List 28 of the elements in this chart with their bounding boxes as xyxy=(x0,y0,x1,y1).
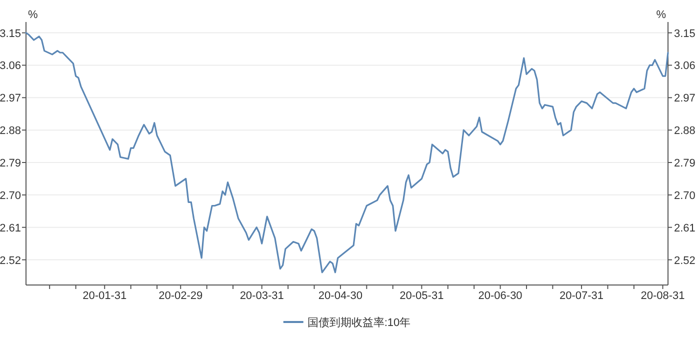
y2-tick-label: 2.70 xyxy=(674,190,696,202)
y2-axis-title: % xyxy=(656,9,666,21)
y-tick-label: 2.97 xyxy=(0,92,21,105)
y-tick-label: 2.88 xyxy=(0,125,21,138)
y2-tick-label: 2.79 xyxy=(674,158,696,170)
y2-tick-label: 3.06 xyxy=(674,60,696,72)
y2-tick-label: 3.15 xyxy=(674,28,696,40)
x-tick-label: 20-03-31 xyxy=(240,290,284,302)
y2-tick-label: 2.52 xyxy=(674,254,696,267)
y2-tick-label: 2.97 xyxy=(674,92,696,105)
y2-tick-label: 2.61 xyxy=(674,222,696,234)
x-tick-label: 20-04-30 xyxy=(318,290,362,302)
legend-label: 国债到期收益率:10年 xyxy=(307,316,411,329)
y-tick-label: 2.52 xyxy=(0,254,21,267)
x-tick-label: 20-05-31 xyxy=(400,290,444,302)
x-tick-label: 20-01-31 xyxy=(82,290,127,302)
y-tick-label: 2.70 xyxy=(0,190,21,202)
x-tick-label: 20-02-29 xyxy=(158,290,203,302)
x-tick-label: 20-06-30 xyxy=(478,290,522,302)
line-series xyxy=(25,32,669,274)
y-tick-label: 3.15 xyxy=(0,28,21,40)
x-tick-label: 20-08-31 xyxy=(640,290,685,302)
y-tick-label: 2.61 xyxy=(0,222,21,234)
y-tick-label: 3.06 xyxy=(0,60,21,72)
x-tick-label: 20-07-31 xyxy=(560,290,604,302)
y-tick-label: 2.79 xyxy=(0,158,21,170)
y-axis-title: % xyxy=(28,9,38,21)
y2-tick-label: 2.88 xyxy=(674,125,696,138)
